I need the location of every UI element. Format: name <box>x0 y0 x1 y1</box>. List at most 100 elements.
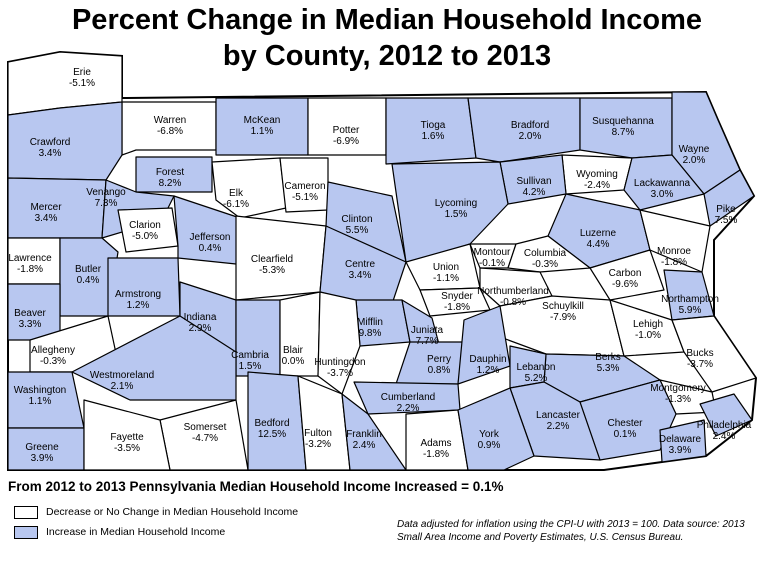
county-value-lackawanna: 3.0% <box>651 189 674 200</box>
county-name-potter: Potter <box>333 125 360 136</box>
county-name-cambria: Cambria <box>231 350 269 361</box>
county-label-clarion: Clarion -5.0% <box>129 220 161 242</box>
county-label-wayne: Wayne 2.0% <box>679 144 710 166</box>
county-label-juniata: Juniata 7.7% <box>411 325 444 347</box>
county-name-monroe: Monroe <box>657 246 691 257</box>
county-label-pike: Pike 7.5% <box>715 204 738 226</box>
county-value-perry: 0.8% <box>428 365 451 376</box>
county-name-lebanon: Lebanon <box>517 362 556 373</box>
county-label-blair: Blair 0.0% <box>282 345 305 367</box>
county-name-cameron: Cameron <box>284 181 325 192</box>
county-name-mckean: McKean <box>244 115 281 126</box>
county-name-fulton: Fulton <box>304 428 332 439</box>
county-value-york: 0.9% <box>478 440 501 451</box>
county-label-chester: Chester 0.1% <box>607 418 643 440</box>
legend-swatch-increase <box>14 525 38 539</box>
county-value-monroe: -1.8% <box>661 257 687 268</box>
county-value-fulton: -3.2% <box>305 439 331 450</box>
county-value-potter: -6.9% <box>333 136 359 147</box>
county-name-luzerne: Luzerne <box>580 228 617 239</box>
county-label-erie: Erie -5.1% <box>69 67 95 89</box>
county-label-adams: Adams -1.8% <box>420 438 451 460</box>
county-value-beaver: 3.3% <box>19 319 42 330</box>
county-value-wayne: 2.0% <box>683 155 706 166</box>
county-value-mckean: 1.1% <box>251 126 274 137</box>
county-value-lycoming: 1.5% <box>445 209 468 220</box>
county-label-huntingdon: Huntingdon -3.7% <box>314 357 365 379</box>
county-value-forest: 8.2% <box>159 178 182 189</box>
county-label-jefferson: Jefferson 0.4% <box>190 232 231 254</box>
county-name-clinton: Clinton <box>341 214 372 225</box>
county-bucks <box>671 315 757 393</box>
county-shapes <box>7 50 758 471</box>
county-value-venango: 7.3% <box>95 198 118 209</box>
county-label-lebanon: Lebanon 5.2% <box>517 362 556 384</box>
county-value-union: -1.1% <box>433 273 459 284</box>
county-label-luzerne: Luzerne 4.4% <box>580 228 617 250</box>
county-value-clinton: 5.5% <box>346 225 369 236</box>
county-pike <box>703 169 755 227</box>
county-label-monroe: Monroe -1.8% <box>657 246 691 268</box>
county-label-mercer: Mercer 3.4% <box>30 202 62 224</box>
county-name-york: York <box>479 429 500 440</box>
legend-label-decrease: Decrease or No Change in Median Househol… <box>46 506 299 518</box>
county-name-indiana: Indiana <box>184 312 217 323</box>
county-label-montgomery: Montgomery -1.3% <box>650 383 706 405</box>
county-value-pike: 7.5% <box>715 215 738 226</box>
county-label-warren: Warren -6.8% <box>154 115 186 137</box>
county-label-bradford: Bradford 2.0% <box>511 120 549 142</box>
county-name-adams: Adams <box>420 438 451 449</box>
county-name-northumberland: Northumberland <box>477 286 549 297</box>
county-value-clarion: -5.0% <box>132 231 158 242</box>
county-name-fayette: Fayette <box>110 432 144 443</box>
county-name-susquehanna: Susquehanna <box>592 116 654 127</box>
county-delaware <box>659 419 707 463</box>
county-label-tioga: Tioga 1.6% <box>421 120 446 142</box>
county-york <box>457 387 535 471</box>
county-value-centre: 3.4% <box>349 270 372 281</box>
county-name-armstrong: Armstrong <box>115 289 161 300</box>
county-label-york: York 0.9% <box>478 429 501 451</box>
source-note: Data adjusted for inflation using the CP… <box>397 519 745 543</box>
county-value-cameron: -5.1% <box>292 192 318 203</box>
county-value-montour: -0.1% <box>479 258 505 269</box>
county-name-forest: Forest <box>156 167 185 178</box>
county-value-bedford: 12.5% <box>258 429 286 440</box>
county-name-erie: Erie <box>73 67 91 78</box>
county-name-tioga: Tioga <box>421 120 446 131</box>
county-name-mifflin: Mifflin <box>357 317 383 328</box>
county-name-columbia: Columbia <box>524 248 567 259</box>
county-name-clearfield: Clearfield <box>251 254 293 265</box>
county-name-clarion: Clarion <box>129 220 161 231</box>
county-name-westmoreland: Westmoreland <box>90 370 154 381</box>
county-label-perry: Perry 0.8% <box>427 354 451 376</box>
county-name-perry: Perry <box>427 354 451 365</box>
county-label-cameron: Cameron -5.1% <box>284 181 325 203</box>
county-label-sullivan: Sullivan 4.2% <box>516 176 551 198</box>
county-label-lackawanna: Lackawanna 3.0% <box>634 178 691 200</box>
county-name-franklin: Franklin <box>346 429 382 440</box>
county-lackawanna <box>623 154 705 211</box>
county-name-wyoming: Wyoming <box>576 169 618 180</box>
county-forest <box>135 156 213 193</box>
county-label-clinton: Clinton 5.5% <box>341 214 372 236</box>
county-name-sullivan: Sullivan <box>516 176 551 187</box>
county-label-lycoming: Lycoming 1.5% <box>435 198 477 220</box>
county-value-blair: 0.0% <box>282 356 305 367</box>
county-value-elk: -6.1% <box>223 199 249 210</box>
county-value-lehigh: -1.0% <box>635 330 661 341</box>
county-value-schuylkill: -7.9% <box>550 312 576 323</box>
county-value-clearfield: -5.3% <box>259 265 285 276</box>
county-value-columbia: -0.3% <box>532 259 558 270</box>
county-label-forest: Forest 8.2% <box>156 167 185 189</box>
county-label-schuylkill: Schuylkill -7.9% <box>542 301 584 323</box>
county-label-elk: Elk -6.1% <box>223 188 249 210</box>
county-label-lawrence: Lawrence -1.8% <box>8 253 52 275</box>
county-value-westmoreland: 2.1% <box>111 381 134 392</box>
county-value-luzerne: 4.4% <box>587 239 610 250</box>
county-label-washington: Washington 1.1% <box>14 385 66 407</box>
county-label-wyoming: Wyoming -2.4% <box>576 169 618 191</box>
county-value-washington: 1.1% <box>29 396 52 407</box>
county-label-philadelphia: Philadelphia 2.4% <box>697 420 752 442</box>
county-jefferson <box>173 195 241 265</box>
